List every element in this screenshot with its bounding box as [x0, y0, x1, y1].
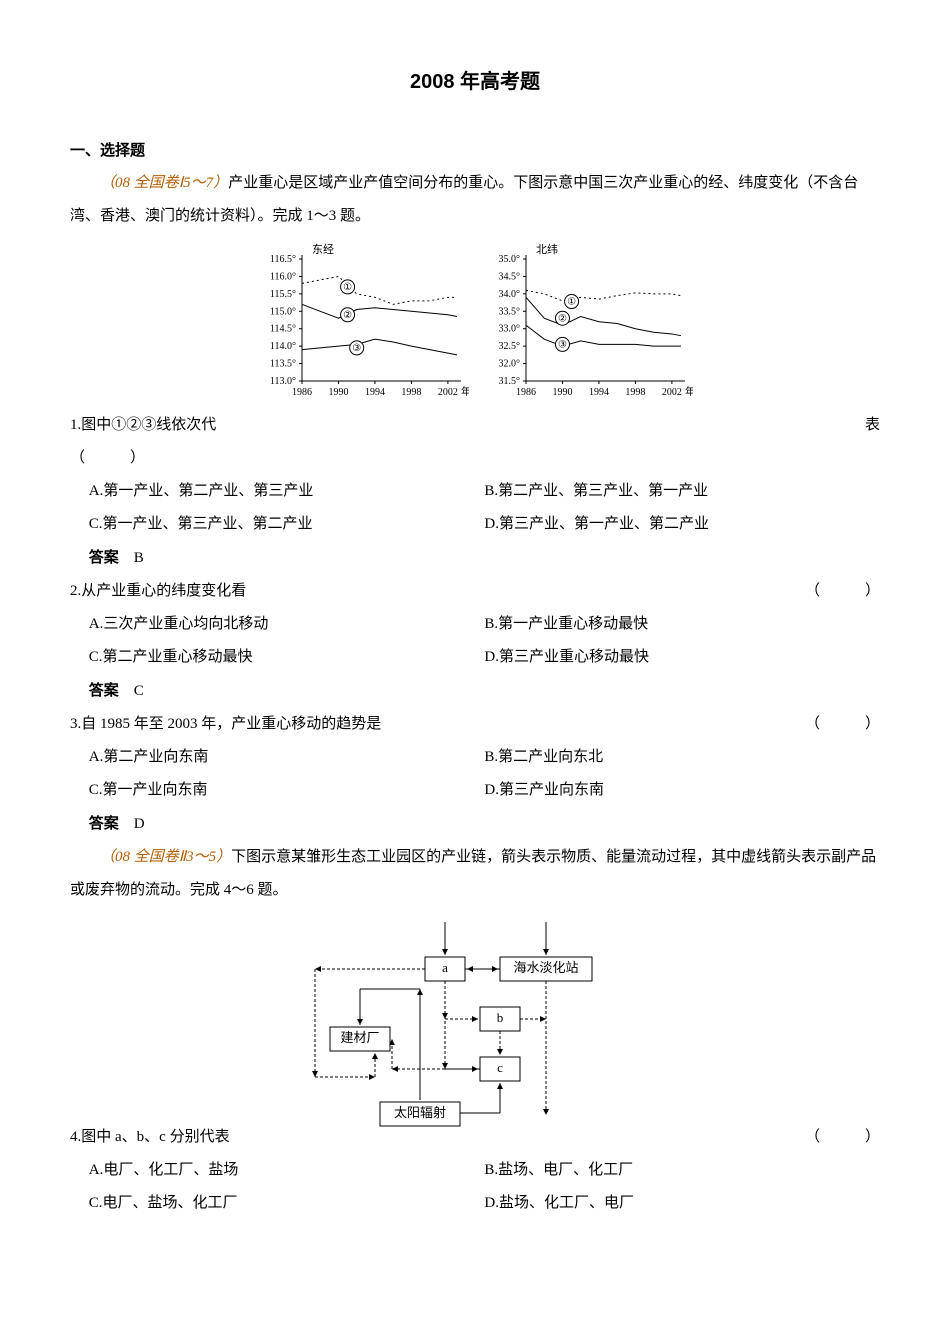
svg-text:113.0°: 113.0° [270, 376, 296, 387]
svg-text:115.5°: 115.5° [270, 289, 296, 300]
svg-text:33.0°: 33.0° [499, 324, 521, 335]
svg-text:116.0°: 116.0° [270, 271, 296, 282]
q2-answer: 答案 C [70, 674, 880, 708]
latitude-chart: 北纬 31.5° 32.0° 32.5° 33.0° 33.5° 34.0° 34.5° 35.… [481, 241, 693, 401]
svg-text:2002: 2002 [662, 387, 682, 398]
svg-text:a: a [442, 960, 448, 975]
svg-text:②: ② [558, 313, 567, 324]
svg-text:③: ③ [558, 339, 567, 350]
q3-opt-c[interactable]: C.第一产业向东南 [89, 774, 485, 807]
q1-answer: 答案 B [70, 541, 880, 575]
svg-text:c: c [497, 1060, 503, 1075]
q2-opt-c[interactable]: C.第二产业重心移动最快 [89, 641, 485, 674]
svg-text:②: ② [343, 310, 352, 321]
q4-opt-a[interactable]: A.电厂、化工厂、盐场 [89, 1154, 485, 1187]
svg-text:1990: 1990 [328, 387, 348, 398]
svg-text:1994: 1994 [589, 387, 609, 398]
q3-opt-b[interactable]: B.第二产业向东北 [484, 741, 880, 774]
section-heading: 一、选择题 [70, 134, 880, 167]
q2-opt-d[interactable]: D.第三产业重心移动最快 [484, 641, 880, 674]
chart-row: 东经 113.0° 113.5° 114.0° 114.5° 115.0° 115.5° 11… [70, 241, 880, 401]
passage-1: （08 全国卷Ⅰ5～7）产业重心是区域产业产值空间分布的重心。下图示意中国三次产… [70, 167, 880, 233]
q2-opt-a[interactable]: A.三次产业重心均向北移动 [89, 608, 485, 641]
q1-stem: 1.图中①②③线依次代表 [70, 409, 880, 442]
q1-opt-a[interactable]: A.第一产业、第二产业、第三产业 [89, 475, 485, 508]
svg-text:34.5°: 34.5° [499, 271, 521, 282]
svg-text:113.5°: 113.5° [270, 359, 296, 370]
longitude-chart: 东经 113.0° 113.5° 114.0° 114.5° 115.0° 115.5° 11… [257, 241, 469, 401]
q3-answer: 答案 D [70, 807, 880, 841]
svg-text:35.0°: 35.0° [499, 254, 521, 265]
q1-opt-d[interactable]: D.第三产业、第一产业、第二产业 [484, 508, 880, 541]
source-tag-2: （08 全国卷Ⅱ3～5） [100, 849, 231, 865]
flow-diagram: a 海水淡化站 b 建材厂 c 太阳辐射 [70, 917, 880, 1127]
svg-text:海水淡化站: 海水淡化站 [513, 960, 578, 975]
svg-text:1994: 1994 [365, 387, 385, 398]
svg-text:1986: 1986 [516, 387, 536, 398]
q2-opt-b[interactable]: B.第一产业重心移动最快 [484, 608, 880, 641]
svg-text:34.0°: 34.0° [499, 289, 521, 300]
svg-text:太阳辐射: 太阳辐射 [394, 1105, 446, 1120]
svg-text:建材厂: 建材厂 [340, 1030, 379, 1045]
q1-opt-b[interactable]: B.第二产业、第三产业、第一产业 [484, 475, 880, 508]
svg-text:b: b [497, 1010, 504, 1025]
svg-text:1986: 1986 [292, 387, 312, 398]
q4-opt-b[interactable]: B.盐场、电厂、化工厂 [484, 1154, 880, 1187]
q3-opt-a[interactable]: A.第二产业向东南 [89, 741, 485, 774]
svg-text:33.5°: 33.5° [499, 306, 521, 317]
q3-stem: 3.自 1985 年至 2003 年，产业重心移动的趋势是（ ） [70, 708, 880, 741]
source-tag: （08 全国卷Ⅰ5～7） [100, 175, 228, 191]
svg-text:114.5°: 114.5° [270, 324, 296, 335]
q1-opt-c[interactable]: C.第一产业、第三产业、第二产业 [89, 508, 485, 541]
svg-text:116.5°: 116.5° [270, 254, 296, 265]
svg-text:2002: 2002 [438, 387, 458, 398]
svg-text:年份: 年份 [685, 385, 693, 398]
q1-options: A.第一产业、第二产业、第三产业 B.第二产业、第三产业、第一产业 C.第一产业… [70, 475, 880, 541]
svg-text:1990: 1990 [552, 387, 572, 398]
page-title: 2008 年高考题 [70, 60, 880, 104]
passage-2: （08 全国卷Ⅱ3～5）下图示意某雏形生态工业园区的产业链，箭头表示物质、能量流… [70, 841, 880, 907]
svg-text:①: ① [567, 297, 576, 308]
svg-text:年份: 年份 [461, 385, 469, 398]
svg-text:1998: 1998 [625, 387, 645, 398]
svg-text:北纬: 北纬 [536, 243, 558, 256]
q2-stem: 2.从产业重心的纬度变化看（ ） [70, 575, 880, 608]
q4-opt-d[interactable]: D.盐场、化工厂、电厂 [484, 1187, 880, 1220]
q3-opt-d[interactable]: D.第三产业向东南 [484, 774, 880, 807]
svg-text:1998: 1998 [401, 387, 421, 398]
svg-text:③: ③ [352, 343, 361, 354]
svg-text:32.0°: 32.0° [499, 359, 521, 370]
svg-text:东经: 东经 [312, 243, 334, 256]
svg-text:32.5°: 32.5° [499, 341, 521, 352]
q4-options: A.电厂、化工厂、盐场 B.盐场、电厂、化工厂 C.电厂、盐场、化工厂 D.盐场… [70, 1154, 880, 1220]
q2-options: A.三次产业重心均向北移动 B.第一产业重心移动最快 C.第二产业重心移动最快 … [70, 608, 880, 674]
q4-opt-c[interactable]: C.电厂、盐场、化工厂 [89, 1187, 485, 1220]
svg-text:114.0°: 114.0° [270, 341, 296, 352]
svg-text:31.5°: 31.5° [499, 376, 521, 387]
svg-text:115.0°: 115.0° [270, 306, 296, 317]
svg-text:①: ① [343, 282, 352, 293]
q1-blank: （ ） [70, 442, 880, 475]
q3-options: A.第二产业向东南 B.第二产业向东北 C.第一产业向东南 D.第三产业向东南 [70, 741, 880, 807]
